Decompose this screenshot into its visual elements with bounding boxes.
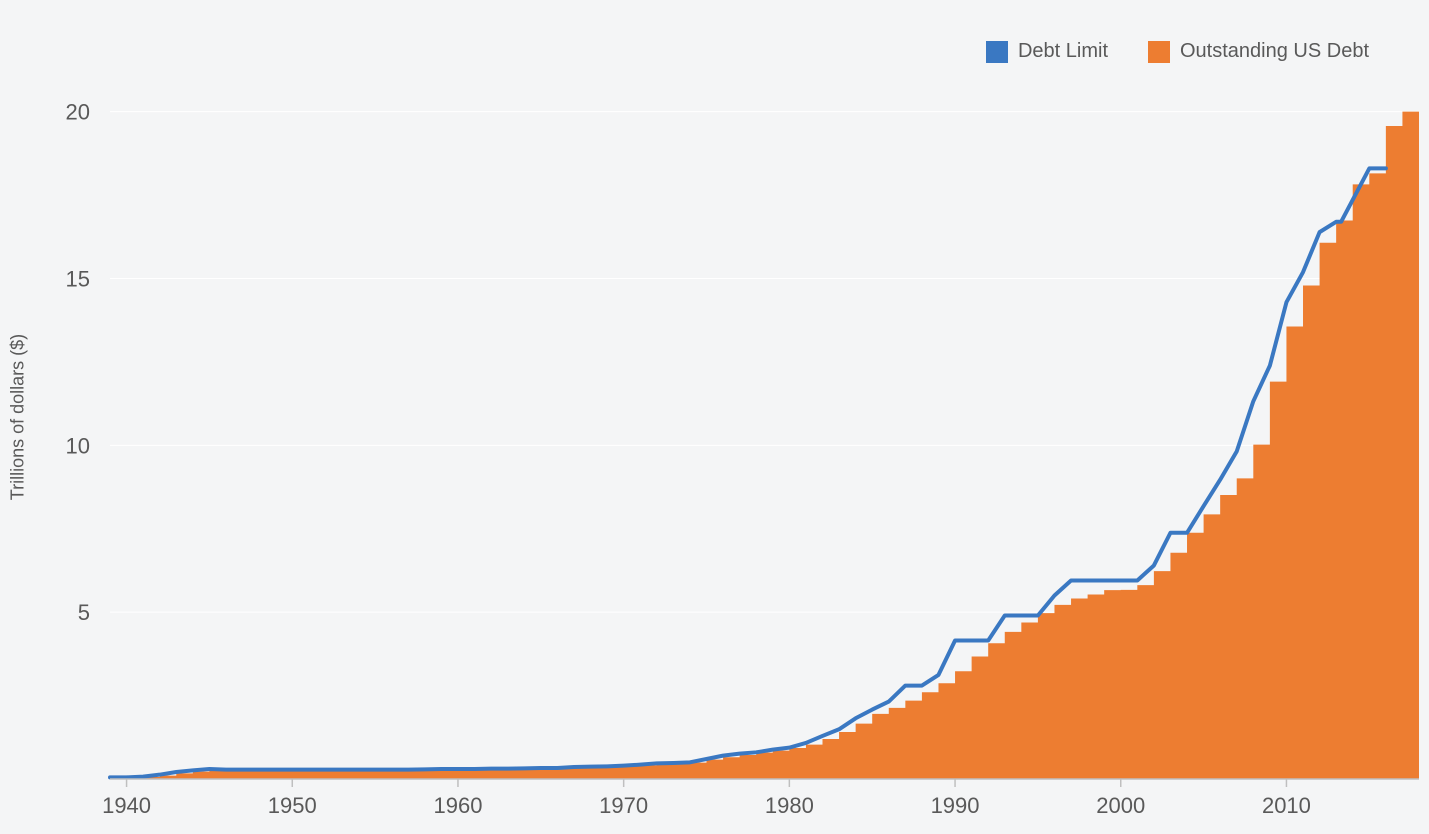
x-tick-label: 1970	[599, 793, 648, 818]
x-tick-label: 1990	[931, 793, 980, 818]
legend-label-outstanding: Outstanding US Debt	[1180, 40, 1369, 63]
legend: Debt Limit Outstanding US Debt	[986, 40, 1369, 63]
legend-item-outstanding: Outstanding US Debt	[1148, 40, 1369, 63]
x-tick-label: 1980	[765, 793, 814, 818]
legend-item-debt-limit: Debt Limit	[986, 40, 1108, 63]
y-tick-label: 10	[66, 433, 90, 458]
chart-svg: 5 10 15 20 1940 1950 1960 1970 1980 1990 2000 2010	[0, 0, 1429, 834]
y-tick-label: 5	[78, 600, 90, 625]
x-tick-label: 1940	[102, 793, 151, 818]
legend-swatch-debt-limit	[986, 41, 1008, 63]
y-axis-label: Trillions of dollars ($)	[8, 334, 29, 500]
y-tick-label: 20	[66, 100, 90, 125]
x-tick-label: 1960	[433, 793, 482, 818]
y-tick-label: 15	[66, 267, 90, 292]
x-tick-label: 2000	[1096, 793, 1145, 818]
legend-swatch-outstanding	[1148, 41, 1170, 63]
legend-label-debt-limit: Debt Limit	[1018, 40, 1108, 63]
x-tick-label: 1950	[268, 793, 317, 818]
debt-chart: Debt Limit Outstanding US Debt Trillions…	[0, 0, 1429, 834]
x-tick-label: 2010	[1262, 793, 1311, 818]
